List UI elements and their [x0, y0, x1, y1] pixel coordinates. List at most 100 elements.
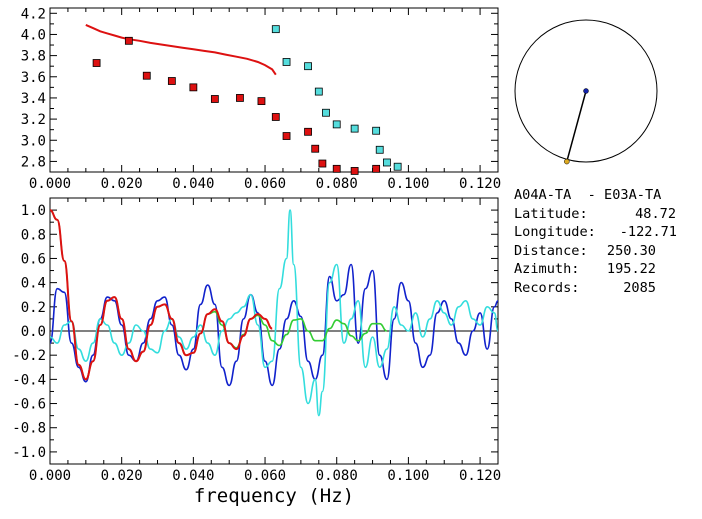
station-pair-label: A04A-TA - E03A-TA	[514, 187, 662, 203]
velocity-point-cyan	[375, 145, 384, 154]
azimuth-dial	[514, 19, 658, 165]
info-label: Azimuth:	[514, 261, 580, 277]
coherence-y-tick-label: 0.0	[21, 324, 46, 340]
x-axis-title: frequency (Hz)	[194, 485, 354, 507]
coherence-y-tick-label: -0.8	[12, 421, 46, 437]
velocity-y-tick-label: 3.0	[21, 133, 46, 149]
info-label: Latitude:	[514, 205, 588, 222]
velocity-point-cyan	[372, 126, 381, 135]
velocity-point-cyan	[332, 120, 341, 129]
azimuth-pointer	[566, 90, 587, 162]
velocity-x-tick-label: 0.060	[244, 176, 286, 192]
velocity-y-tick-label: 3.6	[21, 70, 46, 86]
velocity-x-tick-label: 0.080	[316, 176, 358, 192]
info-label: Longitude:	[514, 224, 596, 240]
velocity-panel: 0.000 0.020 0.040 0.060 0.080 0.100 0.12…	[21, 6, 501, 192]
coherence-x-tick-label: 0.020	[101, 468, 143, 484]
velocity-point-cyan	[314, 87, 323, 96]
coherence-y-tick-label: -1.0	[12, 445, 46, 461]
velocity-y-tick-label: 3.4	[21, 91, 46, 107]
velocity-point-cyan	[382, 158, 391, 167]
velocity-point-red	[271, 113, 280, 121]
velocity-x-tick-label: 0.020	[101, 176, 143, 192]
velocity-y-tick-label: 4.2	[21, 6, 46, 22]
coherence-y-ticks	[50, 197, 498, 465]
info-row-azimuth: Azimuth: 195.22	[514, 260, 700, 279]
coherence-y-tick-label: 1.0	[21, 203, 46, 219]
velocity-point-red	[210, 95, 219, 103]
velocity-point-red	[236, 94, 244, 102]
velocity-line	[85, 23, 277, 76]
info-row-distance: Distance: 250.30	[514, 242, 700, 261]
velocity-point-cyan	[304, 62, 312, 71]
velocity-y-tick-labels: 2.8 3.0 3.2 3.4 3.6 3.8 4.0 4.2	[21, 6, 46, 170]
coherence-x-tick-label: 0.120	[459, 468, 501, 484]
info-label: Records:	[514, 279, 580, 296]
coherence-y-tick-label: 0.8	[21, 227, 46, 243]
velocity-y-tick-label: 2.8	[21, 154, 46, 170]
info-label: Distance:	[514, 242, 588, 259]
coherence-y-tick-label: 0.6	[21, 251, 46, 267]
velocity-point-cyan	[350, 124, 359, 133]
velocity-point-red	[318, 159, 327, 168]
info-row-latitude: Latitude: 48.72	[514, 205, 700, 224]
coherence-x-tick-label: 0.060	[244, 468, 286, 484]
velocity-x-tick-label: 0.040	[172, 176, 214, 192]
velocity-y-tick-label: 3.2	[21, 112, 46, 128]
coherence-y-tick-label: -0.6	[12, 397, 46, 413]
coherence-y-tick-label: 0.4	[21, 276, 46, 292]
coherence-x-tick-label: 0.000	[29, 468, 71, 484]
velocity-point-red	[142, 71, 151, 80]
velocity-point-cyan	[322, 108, 330, 117]
info-value: 2085	[623, 279, 656, 296]
velocity-y-tick-label: 4.0	[21, 27, 46, 43]
info-row-longitude: Longitude: -122.71	[514, 223, 700, 242]
coherence-x-tick-label: 0.080	[316, 468, 358, 484]
coherence-x-tick-labels: 0.000 0.020 0.040 0.060 0.080 0.100 0.12…	[29, 468, 501, 484]
velocity-x-tick-label: 0.120	[459, 176, 501, 192]
coherence-x-tick-label: 0.100	[387, 468, 429, 484]
info-value: -122.71	[619, 224, 677, 240]
velocity-point-red	[311, 144, 320, 153]
velocity-point-red	[282, 132, 291, 140]
velocity-point-red	[332, 164, 341, 173]
velocity-point-red	[304, 127, 312, 136]
velocity-y-ticks	[50, 12, 498, 173]
coherence-x-ticks	[49, 198, 499, 464]
velocity-x-tick-label: 0.100	[387, 176, 429, 192]
station-pair-marker	[564, 158, 570, 165]
coherence-line-red	[49, 209, 273, 381]
velocity-point-red	[350, 167, 359, 175]
coherence-line-green	[49, 209, 388, 381]
coherence-y-tick-labels: -1.0 -0.8 -0.6 -0.4 -0.2 0.0 0.2 0.4 0.6…	[12, 203, 46, 461]
velocity-x-tick-labels: 0.000 0.020 0.040 0.060 0.080 0.100 0.12…	[29, 176, 501, 192]
info-value: 195.22	[606, 261, 656, 277]
azimuth-dial-circle	[514, 19, 658, 163]
velocity-point-red	[372, 164, 381, 173]
velocity-x-tick-label: 0.000	[29, 176, 71, 192]
info-value: 250.30	[606, 242, 656, 259]
info-value: 48.72	[635, 205, 676, 222]
coherence-series	[49, 209, 499, 417]
velocity-y-tick-label: 3.8	[21, 49, 46, 65]
info-row-records: Records: 2085	[514, 279, 700, 298]
coherence-line-blue	[49, 263, 499, 387]
velocity-point-cyan	[271, 25, 280, 34]
velocity-point-red	[167, 77, 176, 85]
velocity-point-red	[124, 36, 133, 45]
station-info-panel: A04A-TA - E03A-TA Latitude: 48.72 Longit…	[514, 186, 700, 297]
coherence-panel: 0.000 0.020 0.040 0.060 0.080 0.100 0.12…	[12, 197, 501, 507]
coherence-x-tick-label: 0.040	[172, 468, 214, 484]
coherence-line-cyan	[49, 209, 499, 417]
coherence-y-tick-label: -0.2	[12, 348, 46, 364]
velocity-point-cyan	[282, 58, 291, 66]
coherence-y-tick-label: 0.2	[21, 300, 46, 316]
velocity-series	[85, 23, 402, 175]
velocity-plot-frame	[49, 7, 499, 173]
velocity-point-red	[189, 83, 198, 92]
coherence-y-tick-label: -0.4	[12, 372, 46, 388]
velocity-point-cyan	[393, 162, 402, 171]
station-center-marker	[583, 88, 589, 94]
velocity-point-red	[257, 97, 266, 106]
